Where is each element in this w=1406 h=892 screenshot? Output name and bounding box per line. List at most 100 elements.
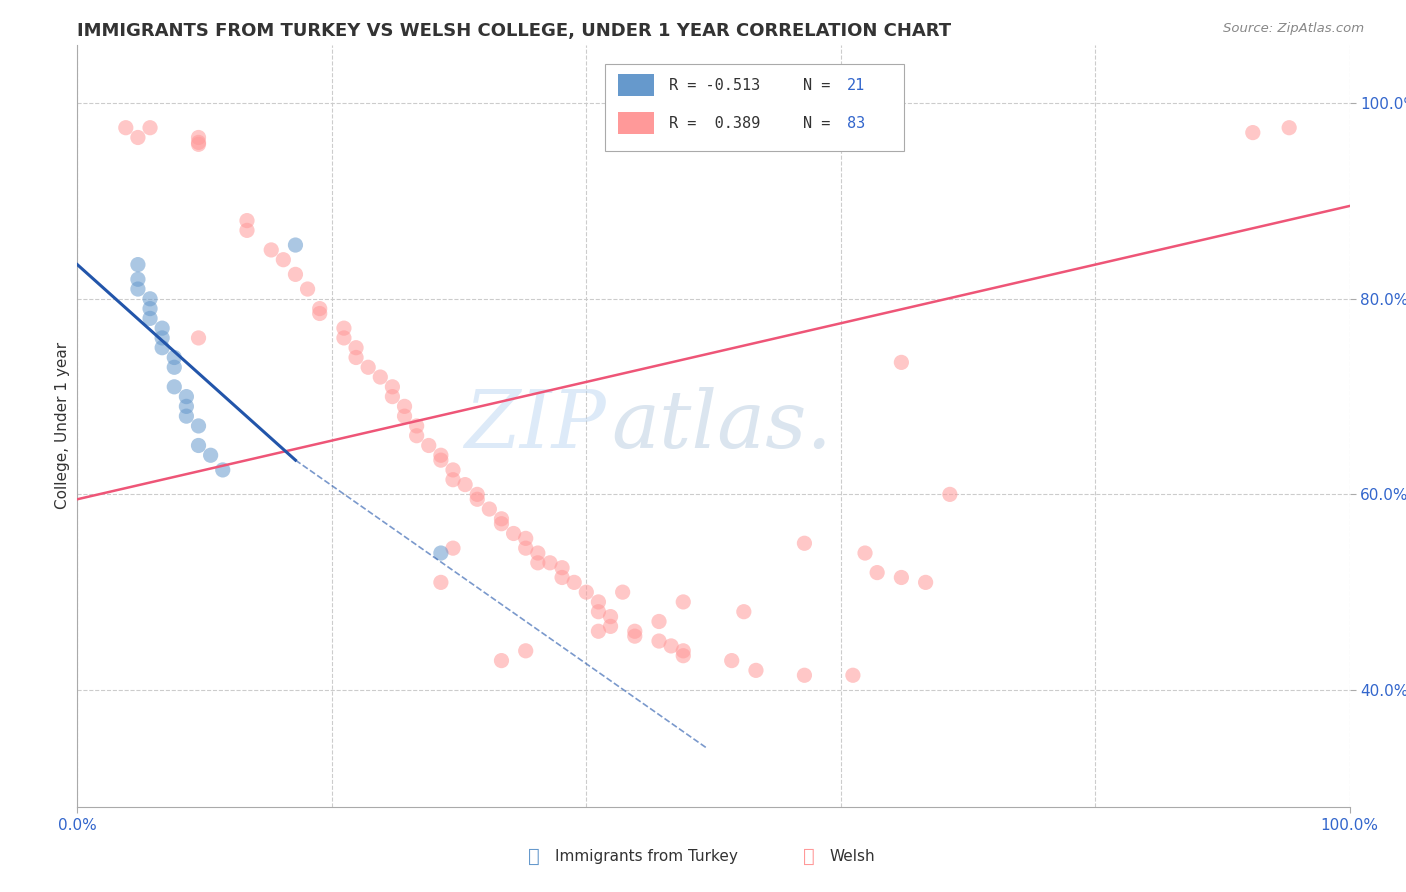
Point [344, 341, 367, 355]
Point [672, 595, 695, 609]
Point [381, 380, 404, 394]
Text: R = -0.513: R = -0.513 [669, 78, 761, 93]
Point [890, 570, 912, 584]
Point [187, 136, 209, 150]
Point [150, 331, 173, 345]
Point [333, 331, 356, 345]
Point [793, 536, 815, 550]
Point [394, 409, 416, 424]
Text: Immigrants from Turkey: Immigrants from Turkey [555, 849, 738, 863]
Point [163, 360, 186, 375]
Point [515, 541, 537, 556]
Point [308, 306, 330, 320]
Point [672, 648, 695, 663]
Text: R =  0.389: R = 0.389 [669, 116, 761, 130]
Point [842, 668, 865, 682]
Point [211, 463, 233, 477]
Point [344, 351, 367, 365]
Point [308, 301, 330, 316]
Point [515, 532, 537, 546]
Point [441, 473, 464, 487]
Point [890, 355, 912, 369]
Point [588, 624, 610, 639]
Text: atlas.: atlas. [612, 387, 832, 465]
Point [502, 526, 524, 541]
Text: Welsh: Welsh [830, 849, 875, 863]
Point [454, 477, 477, 491]
Point [575, 585, 598, 599]
Point [430, 453, 453, 467]
Point [176, 400, 198, 414]
Point [745, 664, 768, 678]
Y-axis label: College, Under 1 year: College, Under 1 year [55, 343, 70, 509]
Point [273, 252, 295, 267]
Point [588, 595, 610, 609]
Point [914, 575, 936, 590]
Point [236, 223, 259, 237]
Text: IMMIGRANTS FROM TURKEY VS WELSH COLLEGE, UNDER 1 YEAR CORRELATION CHART: IMMIGRANTS FROM TURKEY VS WELSH COLLEGE,… [77, 22, 952, 40]
Point [176, 390, 198, 404]
FancyBboxPatch shape [606, 63, 904, 152]
Point [430, 448, 453, 462]
Point [866, 566, 889, 580]
Point [394, 400, 416, 414]
Bar [619, 74, 654, 95]
Point [515, 644, 537, 658]
Point [1278, 120, 1301, 135]
Point [127, 282, 149, 296]
Point [527, 546, 550, 560]
Point [260, 243, 283, 257]
Point [187, 438, 209, 452]
Point [200, 448, 222, 462]
Text: N =: N = [803, 116, 839, 130]
Point [368, 370, 391, 384]
Point [623, 629, 645, 643]
Point [357, 360, 380, 375]
Point [405, 428, 427, 442]
Point [430, 575, 453, 590]
Point [176, 409, 198, 424]
Point [491, 654, 513, 668]
Point [127, 258, 149, 272]
Text: ⬜: ⬜ [803, 847, 814, 866]
Point [599, 619, 621, 633]
Point [333, 321, 356, 335]
Point [418, 438, 440, 452]
Point [465, 492, 488, 507]
Point [648, 634, 671, 648]
Point [733, 605, 755, 619]
Point [139, 311, 162, 326]
Point [139, 120, 162, 135]
Bar [619, 112, 654, 134]
Point [187, 331, 209, 345]
Point [187, 130, 209, 145]
Point [562, 575, 585, 590]
Point [187, 419, 209, 434]
Text: Source: ZipAtlas.com: Source: ZipAtlas.com [1223, 22, 1364, 36]
Point [284, 238, 307, 252]
Point [465, 487, 488, 501]
Point [1241, 126, 1264, 140]
Point [672, 644, 695, 658]
Point [612, 585, 634, 599]
Point [297, 282, 319, 296]
Text: 83: 83 [848, 116, 866, 130]
Point [478, 502, 501, 516]
Point [551, 570, 574, 584]
Point [939, 487, 962, 501]
Text: ⬜: ⬜ [529, 847, 540, 866]
Point [163, 351, 186, 365]
Point [284, 268, 307, 282]
Point [139, 292, 162, 306]
Point [139, 301, 162, 316]
Point [405, 419, 427, 434]
Point [163, 380, 186, 394]
Point [127, 130, 149, 145]
Point [150, 321, 173, 335]
Point [648, 615, 671, 629]
Text: ZIP: ZIP [464, 387, 606, 465]
Point [793, 668, 815, 682]
Text: N =: N = [803, 78, 839, 93]
Text: 21: 21 [848, 78, 866, 93]
Point [441, 463, 464, 477]
